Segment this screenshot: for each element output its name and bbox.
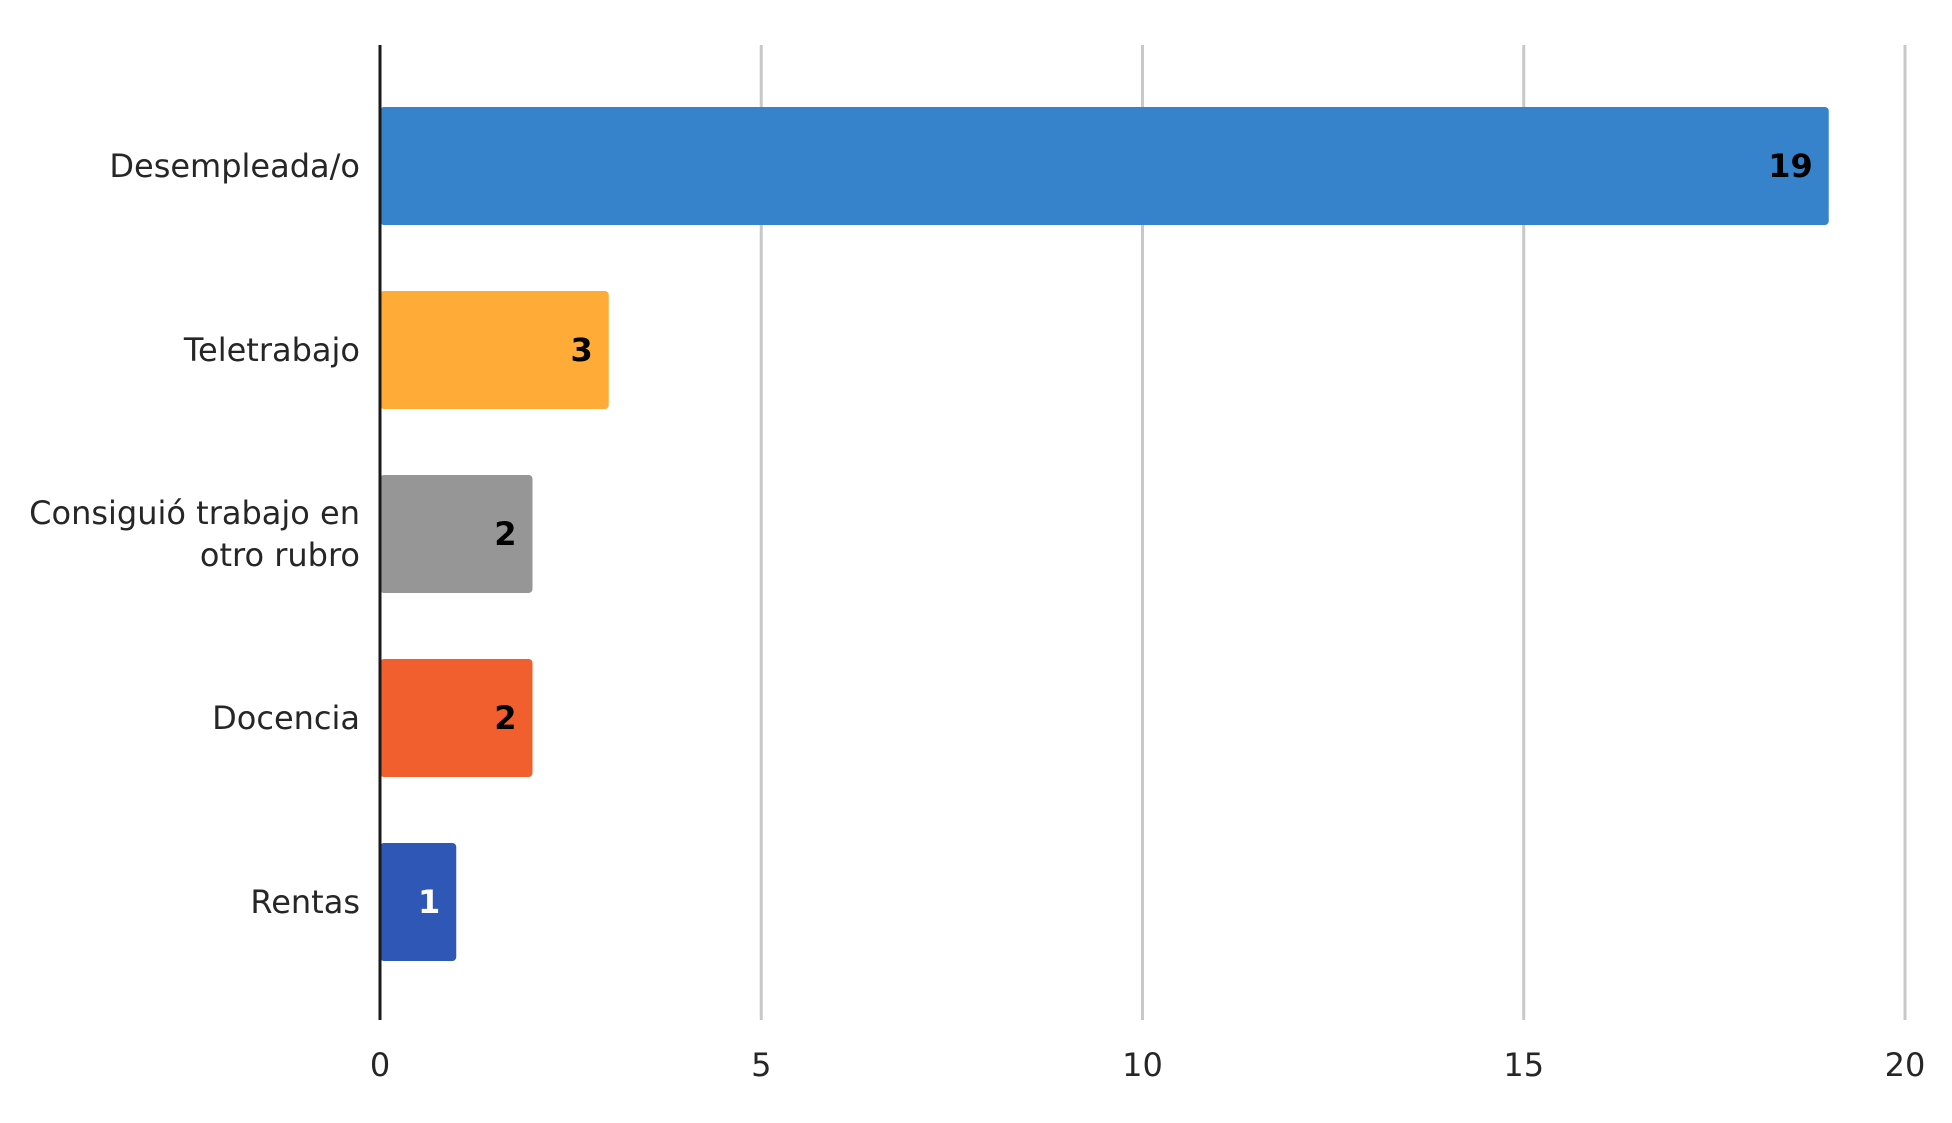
category-label-3: Consiguió trabajo en otro rubro [29,494,360,574]
x-tick-label-0: 0 [370,1046,390,1084]
data-label-5: 1 [418,883,440,921]
data-label-1: 19 [1768,147,1813,185]
tick-labels: 0 5 10 15 20 [370,1046,1926,1084]
category-labels: Desempleada/o Teletrabajo Consiguió trabaj… [29,147,360,921]
data-label-4: 2 [494,699,516,737]
bar-1 [380,107,1829,225]
category-label-2: Teletrabajo [183,331,360,369]
data-label-2: 3 [570,331,592,369]
bars [380,107,1829,961]
x-tick-label-20: 20 [1885,1046,1926,1084]
data-labels: 19 3 2 2 1 [418,147,1813,921]
bar-5 [380,843,457,961]
bar-2 [380,291,609,409]
x-tick-label-5: 5 [751,1046,771,1084]
x-tick-label-15: 15 [1503,1046,1544,1084]
data-label-3: 2 [494,515,516,553]
bar-3 [380,475,533,593]
category-label-1: Desempleada/o [109,147,360,185]
category-label-5: Rentas [250,883,360,921]
x-tick-label-10: 10 [1122,1046,1163,1084]
category-label-4: Docencia [212,699,360,737]
bar-4 [380,659,533,777]
